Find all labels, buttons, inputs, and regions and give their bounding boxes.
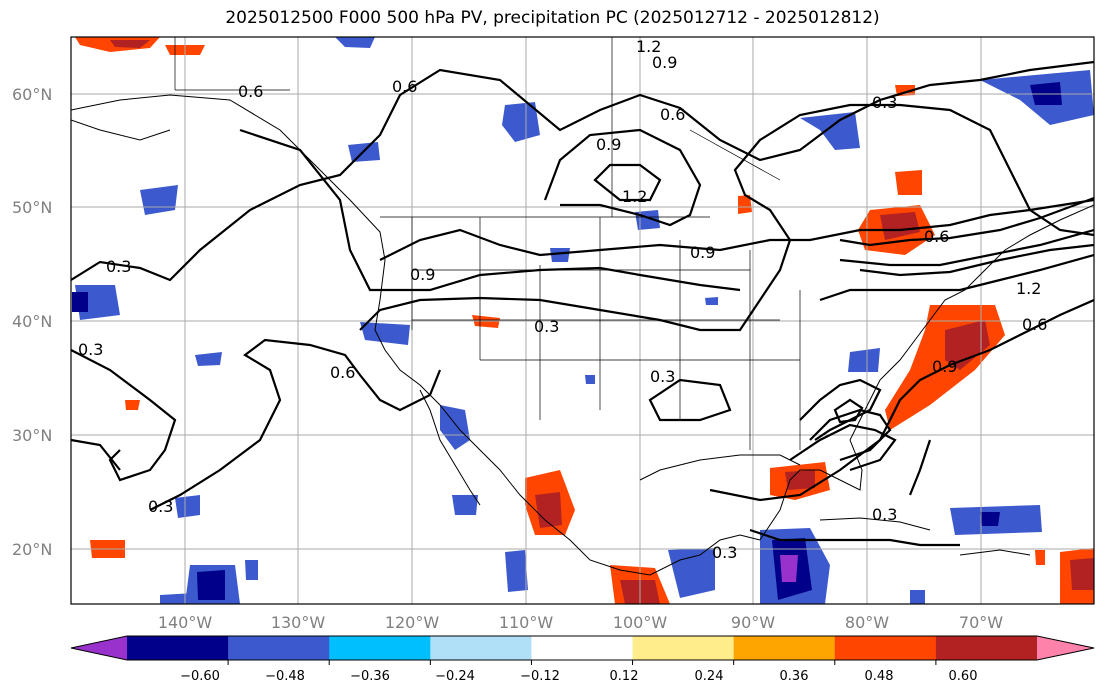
colorbar-segment bbox=[531, 636, 634, 660]
colorbar-tick-label: −0.60 bbox=[180, 669, 220, 684]
pv-contours bbox=[71, 60, 1094, 547]
lat-label: 20°N bbox=[12, 540, 52, 559]
colorbar-tick-label: 0.24 bbox=[695, 669, 724, 684]
lon-label: 140°W bbox=[158, 613, 213, 632]
lat-label: 40°N bbox=[12, 312, 52, 331]
longitude-labels: 140°W 130°W 120°W 110°W 100°W 90°W 80°W … bbox=[158, 613, 1003, 632]
colorbar-tick-label: 0.48 bbox=[865, 669, 894, 684]
contour-label: 0.6 bbox=[330, 363, 355, 382]
colorbar: −0.60 −0.48 −0.36 −0.24 −0.12 0.12 0.24 … bbox=[70, 635, 1095, 684]
contour-label: 0.3 bbox=[78, 340, 103, 359]
colorbar-outline bbox=[70, 635, 1095, 661]
contour-label: 0.9 bbox=[932, 357, 957, 376]
colorbar-extend-left bbox=[71, 636, 127, 660]
contour-label: 0.9 bbox=[652, 53, 677, 72]
map-border bbox=[70, 36, 1095, 605]
colorbar-segment bbox=[935, 636, 1038, 660]
colorbar-tick-label: −0.48 bbox=[265, 669, 305, 684]
lon-label: 100°W bbox=[613, 613, 668, 632]
contour-label: 0.3 bbox=[148, 497, 173, 516]
state-borders bbox=[174, 37, 801, 450]
colorbar-segment bbox=[329, 636, 431, 660]
contour-label: 1.2 bbox=[1016, 279, 1041, 298]
contour-label: 0.3 bbox=[650, 367, 675, 386]
lon-label: 70°W bbox=[959, 613, 1003, 632]
colorbar-segment bbox=[834, 636, 937, 660]
contour-label: 1.2 bbox=[636, 37, 661, 56]
colorbar-segment bbox=[228, 636, 330, 660]
lon-label: 130°W bbox=[271, 613, 326, 632]
colorbar-tick-label: 0.36 bbox=[780, 669, 809, 684]
colorbar-tick-label: 0.60 bbox=[949, 669, 978, 684]
contour-label: 0.3 bbox=[534, 317, 559, 336]
contour-label: 0.3 bbox=[872, 93, 897, 112]
contour-label: 1.2 bbox=[622, 187, 647, 206]
contour-label: 0.9 bbox=[410, 265, 435, 284]
lat-label: 30°N bbox=[12, 426, 52, 445]
colorbar-tick-label: −0.24 bbox=[435, 669, 475, 684]
contour-label: 0.9 bbox=[690, 243, 715, 262]
lon-label: 90°W bbox=[731, 613, 775, 632]
contour-label: 0.3 bbox=[712, 543, 737, 562]
colorbar-segment bbox=[430, 636, 532, 660]
contour-label: 0.9 bbox=[596, 135, 621, 154]
colorbar-segment bbox=[733, 636, 836, 660]
contour-label: 0.6 bbox=[924, 227, 949, 246]
lon-label: 80°W bbox=[845, 613, 889, 632]
lat-label: 50°N bbox=[12, 198, 52, 217]
contour-label: 0.3 bbox=[872, 505, 897, 524]
lat-label: 60°N bbox=[12, 85, 52, 104]
lon-label: 120°W bbox=[385, 613, 440, 632]
contour-label: 0.6 bbox=[660, 105, 685, 124]
graticule bbox=[71, 37, 1094, 604]
contour-label: 0.6 bbox=[238, 82, 263, 101]
map-title: 2025012500 F000 500 hPa PV, precipitatio… bbox=[225, 8, 880, 28]
colorbar-tick-label: 0.12 bbox=[610, 669, 639, 684]
colorbar-segment bbox=[127, 636, 229, 660]
contour-labels: 1.2 0.9 0.6 0.6 0.3 0.9 1.2 0.6 0.9 0.9 … bbox=[78, 37, 1047, 562]
colorbar-tick-label: −0.12 bbox=[520, 669, 560, 684]
contour-label: 0.6 bbox=[392, 77, 417, 96]
lon-label: 110°W bbox=[499, 613, 554, 632]
latitude-labels: 60°N 50°N 40°N 30°N 20°N bbox=[12, 85, 52, 559]
colorbar-extend-right bbox=[1037, 636, 1094, 660]
colorbar-tick-label: −0.36 bbox=[350, 669, 390, 684]
contour-label: 0.3 bbox=[106, 257, 131, 276]
contour-label: 0.6 bbox=[1022, 315, 1047, 334]
colorbar-segment bbox=[632, 636, 735, 660]
